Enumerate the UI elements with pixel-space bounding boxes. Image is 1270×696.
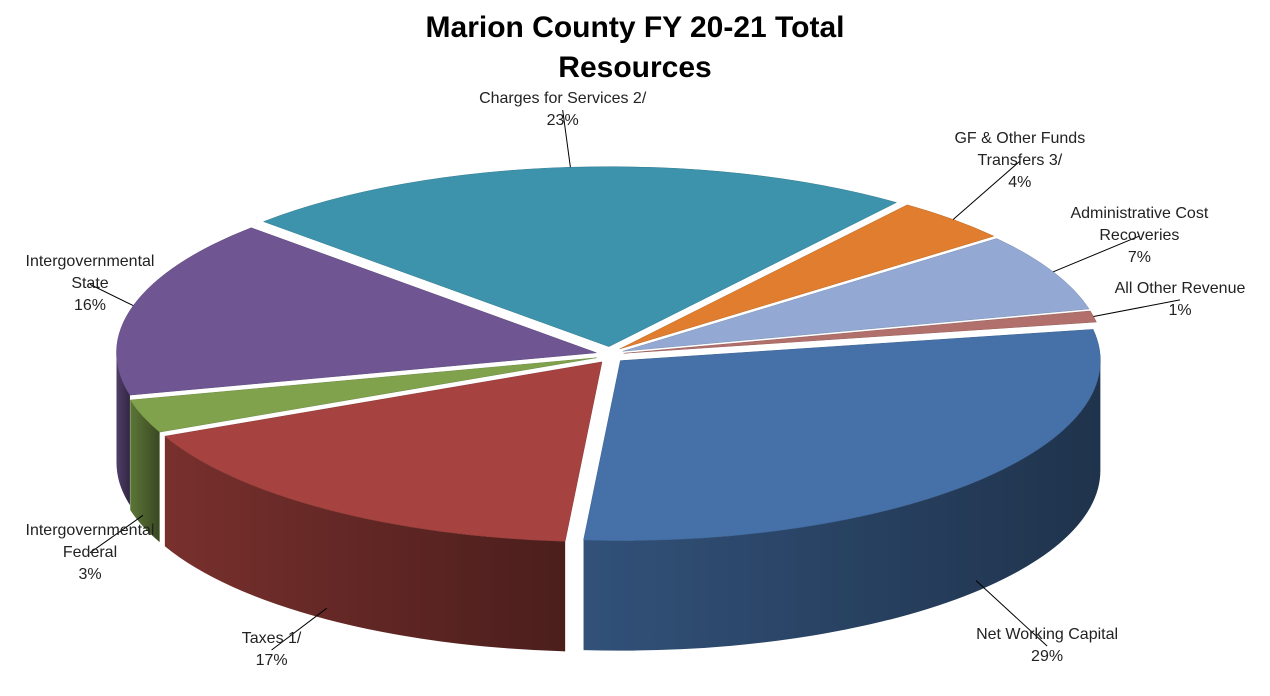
slice-side [164,436,566,652]
leader-line [562,109,571,168]
slice [164,361,603,542]
label-name: GF & Other Funds Transfers 3/ [954,130,1086,170]
label-name: Charges for Services 2/ [479,90,647,107]
label-name: Administrative Cost Recoveries [1070,205,1209,245]
data-label: Intergovernmental State 16% [5,251,175,317]
leader-line [1053,235,1140,273]
leader-line [975,580,1048,647]
slice [129,357,597,433]
leader-line [89,514,144,554]
leader-line [952,160,1021,220]
slice-tops [116,166,1101,542]
leader-line [1093,299,1181,317]
chart-title: Marion County FY 20-21 Total Resources [425,11,845,84]
leader-line [89,283,134,307]
label-value: 23% [546,112,579,129]
label-name: Net Working Capital [976,625,1119,643]
label-value: 29% [1031,647,1064,665]
slice [583,329,1101,541]
slice [619,204,995,350]
data-label: All Other Revenue 1% [1095,278,1265,322]
slice-side [130,400,160,543]
slice [116,227,597,396]
label-value: 7% [1127,249,1151,267]
label-value: 3% [78,565,102,583]
slice-side [583,360,1101,651]
label-name: Intergovernmental Federal [25,521,155,561]
label-value: 1% [1168,301,1192,319]
data-label: Charges for Services 2/23% [478,88,648,132]
data-label: Administrative Cost Recoveries 7% [1054,203,1224,269]
data-label: Net Working Capital 29% [962,624,1132,668]
leader-lines [89,109,1181,651]
data-label: Intergovernmental Federal 3% [5,520,175,586]
leader-line [271,607,327,651]
slice [622,238,1090,352]
label-name: Intergovernmental State [25,253,155,293]
data-label: GF & Other Funds Transfers 3/4% [935,128,1105,194]
label-value: 17% [255,652,288,669]
label-name: All Other Revenue [1114,279,1246,297]
label-name: Taxes 1/ [241,630,302,647]
data-label: Taxes 1/17% [187,628,357,672]
label-value: 4% [1008,174,1032,192]
slice-sides [116,352,1101,652]
slice-side [116,352,130,506]
label-value: 16% [73,297,107,315]
